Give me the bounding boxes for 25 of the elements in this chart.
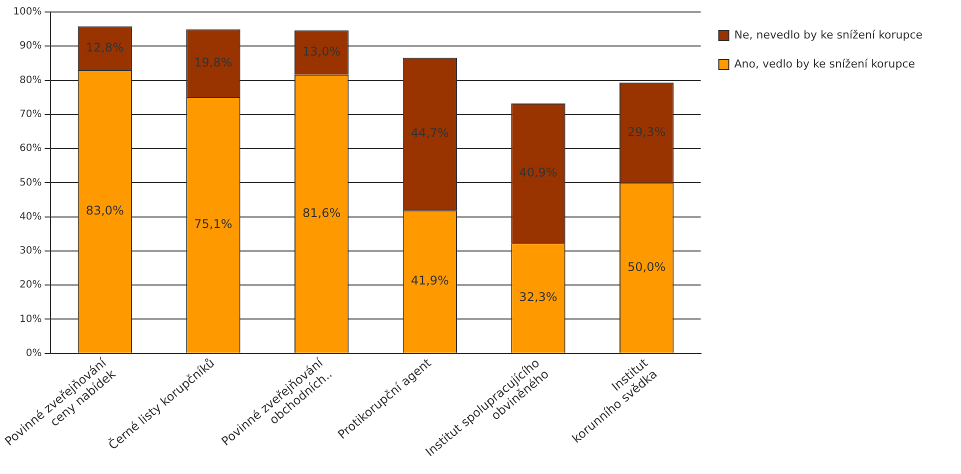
y-tick-label: 20% [19,280,42,291]
y-tick-label: 70% [19,108,42,120]
y-tick-label: 40% [19,211,42,222]
y-tick-label: 80% [19,74,42,86]
data-label: 41,9% [410,274,449,288]
y-tick-label: 10% [19,314,42,325]
y-tick-label: 100% [13,6,42,18]
y-tick-label: 0% [26,348,42,359]
data-label: 19,8% [194,55,232,70]
y-tick-label: 60% [19,143,42,154]
data-label: 32,3% [519,290,558,304]
data-label: 83,0% [86,204,124,218]
data-label: 12,8% [86,40,124,54]
data-label: 50,0% [628,260,666,274]
y-tick-label: 30% [19,246,42,257]
legend-label: Ne, nevedlo by ke snížení korupce [734,28,923,42]
legend-label: Ano, vedlo by ke snížení korupce [734,57,916,70]
y-tick-label: 50% [19,177,42,188]
data-label: 40,9% [519,165,558,180]
data-label: 75,1% [194,217,232,232]
data-label: 44,7% [410,126,449,140]
y-tick-label: 90% [19,40,42,52]
data-label: 13,0% [302,44,341,59]
data-label: 29,3% [628,124,666,139]
data-label: 81,6% [302,206,341,220]
